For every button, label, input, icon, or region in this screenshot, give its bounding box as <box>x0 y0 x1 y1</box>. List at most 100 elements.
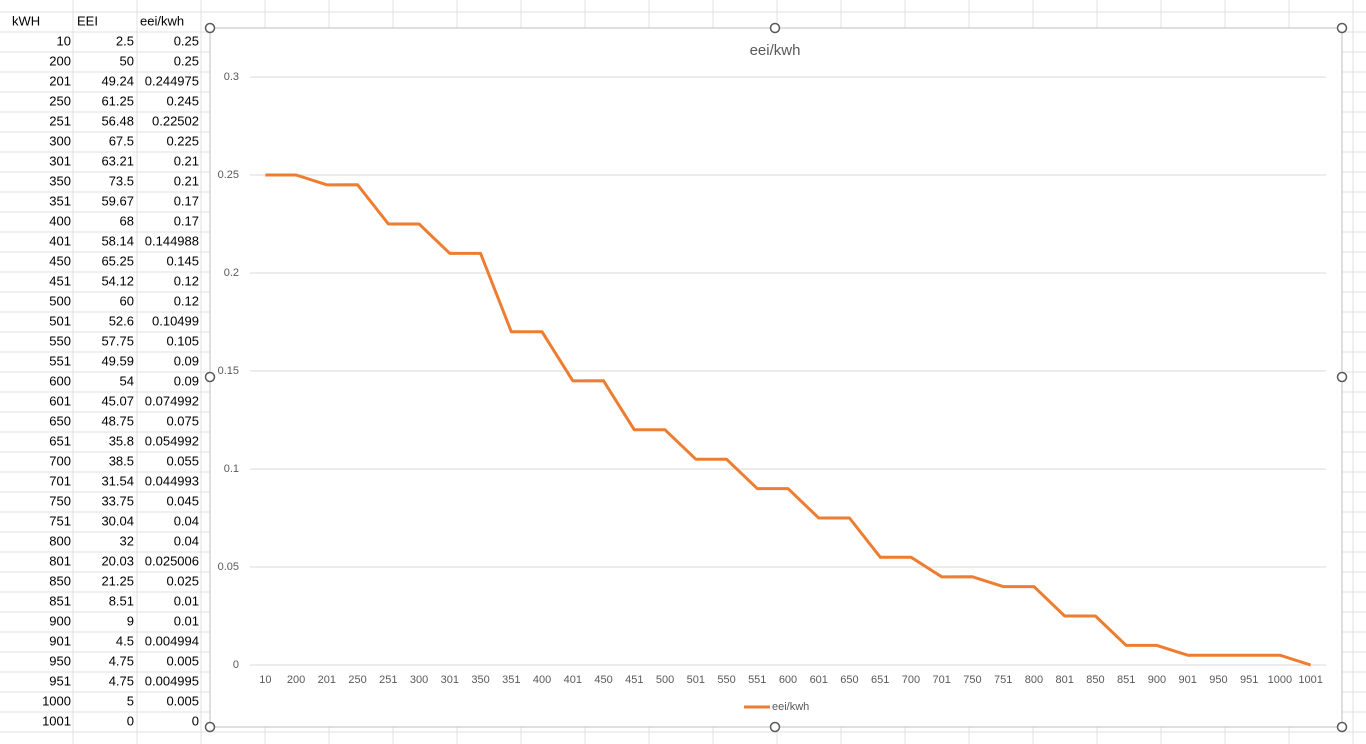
table-cell: 4.5 <box>116 633 134 648</box>
table-cell: 4.75 <box>109 653 134 668</box>
table-cell: 350 <box>49 173 71 188</box>
table-cell: 0.044993 <box>145 473 199 488</box>
table-cell: 58.14 <box>101 233 134 248</box>
table-cell: 0.21 <box>174 173 199 188</box>
table-cell: 52.6 <box>109 313 134 328</box>
y-tick-label: 0.3 <box>224 71 239 83</box>
x-tick-label: 950 <box>1209 674 1227 686</box>
table-cell: 9 <box>127 613 134 628</box>
table-cell: 651 <box>49 433 71 448</box>
chart-title: eei/kwh <box>750 42 801 59</box>
table-cell: 650 <box>49 413 71 428</box>
x-tick-label: 200 <box>287 674 305 686</box>
table-cell: 800 <box>49 533 71 548</box>
x-tick-label: 350 <box>471 674 489 686</box>
table-cell: 20.03 <box>101 553 134 568</box>
table-cell: 32 <box>120 533 134 548</box>
table-cell: 0.09 <box>174 353 199 368</box>
table-cell: 67.5 <box>109 133 134 148</box>
x-tick-label: 251 <box>379 674 397 686</box>
y-tick-label: 0.15 <box>218 365 239 377</box>
table-cell: 0.105 <box>166 333 199 348</box>
table-cell: 0.025006 <box>145 553 199 568</box>
table-cell: 0.22502 <box>152 113 199 128</box>
table-cell: 251 <box>49 113 71 128</box>
table-cell: 850 <box>49 573 71 588</box>
table-cell: 5 <box>127 693 134 708</box>
header-cell: eei/kwh <box>140 13 184 28</box>
table-cell: 65.25 <box>101 253 134 268</box>
table-cell: 2.5 <box>116 33 134 48</box>
table-cell: 0.005 <box>166 653 199 668</box>
x-tick-label: 651 <box>871 674 889 686</box>
table-cell: 68 <box>120 213 134 228</box>
table-cell: 250 <box>49 93 71 108</box>
table-cell: 0.005 <box>166 693 199 708</box>
table-cell: 35.8 <box>109 433 134 448</box>
x-tick-label: 801 <box>1056 674 1074 686</box>
table-cell: 54.12 <box>101 273 134 288</box>
x-tick-label: 401 <box>564 674 582 686</box>
table-cell: 49.59 <box>101 353 134 368</box>
header-cell: kWH <box>12 13 40 28</box>
x-tick-label: 10 <box>259 674 271 686</box>
x-tick-label: 451 <box>625 674 643 686</box>
table-cell: 300 <box>49 133 71 148</box>
table-cell: 901 <box>49 633 71 648</box>
table-cell: 0.09 <box>174 373 199 388</box>
chart-area[interactable] <box>209 27 1343 728</box>
table-cell: 550 <box>49 333 71 348</box>
table-cell: 501 <box>49 313 71 328</box>
table-cell: 751 <box>49 513 71 528</box>
y-tick-label: 0.2 <box>224 267 239 279</box>
table-cell: 0.25 <box>174 33 199 48</box>
x-tick-label: 1000 <box>1268 674 1292 686</box>
table-cell: 38.5 <box>109 453 134 468</box>
table-cell: 0.054992 <box>145 433 199 448</box>
table-cell: 0.145 <box>166 253 199 268</box>
table-cell: 401 <box>49 233 71 248</box>
y-tick-label: 0.1 <box>224 463 239 475</box>
table-cell: 0.01 <box>174 593 199 608</box>
table-cell: 0.055 <box>166 453 199 468</box>
table-cell: 59.67 <box>101 193 134 208</box>
table-cell: 48.75 <box>101 413 134 428</box>
x-tick-label: 900 <box>1148 674 1166 686</box>
table-cell: 851 <box>49 593 71 608</box>
table-cell: 0.225 <box>166 133 199 148</box>
table-cell: 1001 <box>42 713 71 728</box>
table-cell: 700 <box>49 453 71 468</box>
x-tick-label: 751 <box>994 674 1012 686</box>
x-tick-label: 551 <box>748 674 766 686</box>
x-tick-label: 1001 <box>1298 674 1322 686</box>
table-cell: 21.25 <box>101 573 134 588</box>
table-cell: 56.48 <box>101 113 134 128</box>
table-cell: 63.21 <box>101 153 134 168</box>
table-cell: 0 <box>127 713 134 728</box>
table-cell: 49.24 <box>101 73 134 88</box>
table-cell: 600 <box>49 373 71 388</box>
selection-handles[interactable] <box>204 22 1348 733</box>
table-cell: 551 <box>49 353 71 368</box>
table-cell: 351 <box>49 193 71 208</box>
table-cell: 701 <box>49 473 71 488</box>
table-cell: 801 <box>49 553 71 568</box>
table-cell: 601 <box>49 393 71 408</box>
table-cell: 0.01 <box>174 613 199 628</box>
table-cell: 60 <box>120 293 134 308</box>
table-cell: 200 <box>49 53 71 68</box>
table-cell: 0 <box>192 713 199 728</box>
table-cell: 301 <box>49 153 71 168</box>
table-cell: 450 <box>49 253 71 268</box>
x-tick-label: 250 <box>348 674 366 686</box>
table-cell: 750 <box>49 493 71 508</box>
table-cell: 0.004995 <box>145 673 199 688</box>
x-tick-label: 301 <box>441 674 459 686</box>
header-cell: EEI <box>77 13 98 28</box>
x-tick-label: 650 <box>840 674 858 686</box>
x-tick-label: 800 <box>1025 674 1043 686</box>
table-cell: 61.25 <box>101 93 134 108</box>
table-cell: 500 <box>49 293 71 308</box>
